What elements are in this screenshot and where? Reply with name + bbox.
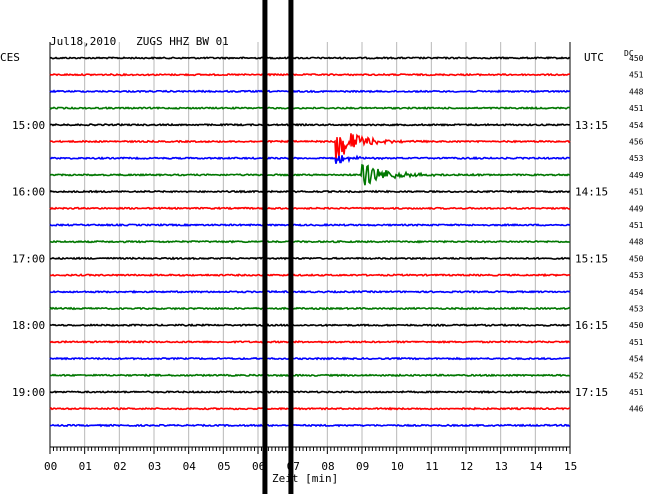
trace-line — [49, 222, 571, 227]
x-tick-label: 14 — [529, 460, 543, 473]
trace-line — [49, 340, 570, 344]
trace-line — [49, 256, 571, 261]
trace-line — [49, 373, 571, 378]
trace-line — [49, 106, 571, 110]
right-time-label: 15:15 — [575, 252, 608, 265]
x-tick-label: 12 — [460, 460, 473, 473]
left-time-label: 16:00 — [12, 186, 45, 199]
x-tick-label: 10 — [391, 460, 404, 473]
dc-value-label: 454 — [629, 121, 644, 130]
x-tick-label: 03 — [148, 460, 161, 473]
trace-line — [49, 189, 571, 194]
chart-title: Jul18,2010 ZUGS HHZ BW 01 — [50, 35, 229, 48]
ces-label: CES — [0, 51, 20, 64]
trace-line — [49, 154, 570, 164]
dc-value-label: 450 — [629, 54, 644, 63]
right-time-label: 13:15 — [575, 119, 608, 132]
trace-line — [49, 72, 571, 77]
x-tick-label: 01 — [79, 460, 92, 473]
dc-value-label: 449 — [629, 204, 644, 213]
grid — [49, 42, 571, 448]
x-tick-label: 08 — [321, 460, 334, 473]
x-tick-label: 04 — [183, 460, 197, 473]
dc-value-label: 448 — [629, 87, 644, 96]
dc-value-label: 448 — [629, 238, 644, 247]
dc-value-label: 451 — [629, 221, 644, 230]
trace-line — [49, 423, 570, 428]
dc-value-label: 451 — [629, 71, 644, 80]
traces — [49, 56, 571, 428]
vertical-bars — [262, 0, 294, 494]
dc-value-label: 451 — [629, 338, 644, 347]
dc-value-label: 456 — [629, 138, 644, 147]
dc-value-label: 451 — [629, 388, 644, 397]
trace-line — [49, 133, 571, 162]
x-tick-label: 06 — [252, 460, 265, 473]
left-time-label: 19:00 — [12, 386, 45, 399]
dc-label: DC — [624, 49, 634, 58]
dc-value-label: 449 — [629, 171, 644, 180]
right-time-label: 16:15 — [575, 319, 608, 332]
trace-line — [49, 323, 571, 328]
left-time-label: 18:00 — [12, 319, 45, 332]
x-tick-label: 09 — [356, 460, 369, 473]
trace-line — [49, 289, 571, 294]
dc-value-label: 453 — [629, 271, 644, 280]
dc-value-label: 454 — [629, 288, 644, 297]
x-tick-label: 05 — [217, 460, 230, 473]
trace-line — [49, 239, 571, 244]
trace-line — [49, 306, 571, 311]
x-axis: 00010203040506070809101112131415 — [44, 447, 577, 473]
x-tick-label: 13 — [495, 460, 508, 473]
dc-value-label: 453 — [629, 305, 644, 314]
right-time-label: 14:15 — [575, 186, 608, 199]
x-tick-label: 15 — [564, 460, 577, 473]
trace-line — [49, 406, 571, 411]
dc-value-label: 454 — [629, 355, 644, 364]
dc-value-label: 450 — [629, 254, 644, 263]
trace-line — [49, 89, 571, 94]
trace-line — [49, 56, 571, 60]
dc-value-label: 450 — [629, 321, 644, 330]
left-time-label: 17:00 — [12, 252, 45, 265]
utc-label: UTC — [584, 51, 604, 64]
trace-line — [49, 390, 571, 394]
x-tick-label: 00 — [44, 460, 57, 473]
left-time-label: 15:00 — [12, 119, 45, 132]
dc-value-label: 451 — [629, 104, 644, 113]
trace-line — [49, 206, 571, 211]
labels: 15:00 16:00 17:00 18:00 19:00 13:15 14:15 15:15… — [12, 54, 644, 414]
right-time-label: 17:15 — [575, 386, 608, 399]
trace-line — [49, 163, 571, 186]
trace-line — [49, 356, 571, 361]
dc-value-label: 452 — [629, 371, 644, 380]
x-tick-label: 02 — [113, 460, 126, 473]
x-axis-label: Zeit [min] — [272, 472, 338, 485]
dc-value-label: 451 — [629, 188, 644, 197]
dc-value-label: 446 — [629, 405, 644, 414]
trace-line — [49, 122, 570, 127]
dc-value-label: 453 — [629, 154, 644, 163]
x-tick-label: 11 — [425, 460, 438, 473]
trace-line — [49, 273, 571, 278]
